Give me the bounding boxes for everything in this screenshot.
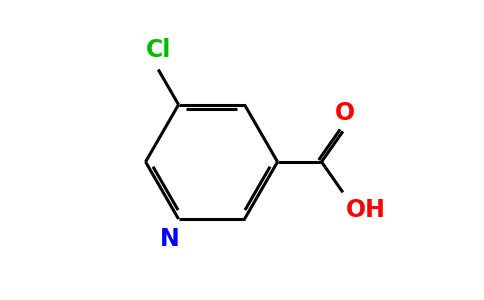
Text: N: N (160, 227, 180, 251)
Text: Cl: Cl (146, 38, 171, 62)
Text: OH: OH (346, 198, 386, 222)
Text: O: O (334, 101, 355, 125)
